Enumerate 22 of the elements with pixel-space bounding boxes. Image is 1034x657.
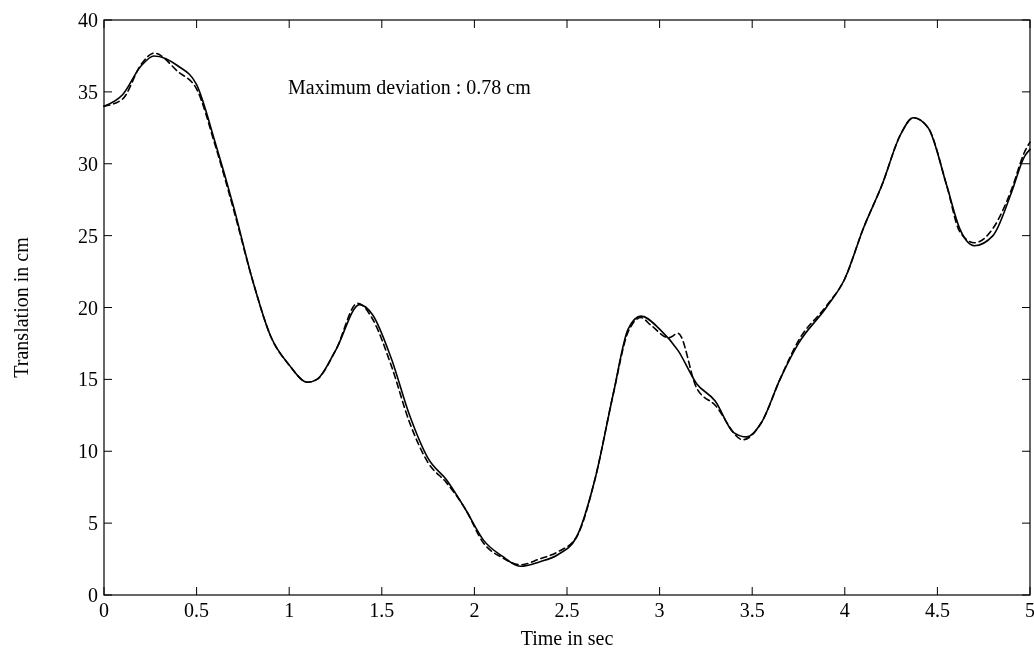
x-tick-label: 2.5 [554,599,580,621]
y-axis-title: Translation in cm [10,236,32,378]
y-tick-label: 30 [78,152,98,175]
x-tick-label: 1.5 [369,599,395,621]
y-tick-label: 35 [78,80,98,103]
x-tick-label: 2 [469,599,480,621]
y-tick-label: 5 [88,512,98,535]
x-tick-label: 3 [654,599,665,621]
x-axis-title: Time in sec [520,627,614,649]
y-tick-label: 20 [78,296,98,319]
annotation: Maximum deviation : 0.78 cm [288,76,532,98]
x-tick-label: 0.5 [184,599,210,621]
x-tick-label: 4 [839,599,850,621]
x-tick-label: 4.5 [924,599,950,621]
x-tick-label: 1 [284,599,295,621]
y-tick-label: 15 [78,368,98,391]
x-tick-label: 5 [1025,599,1034,621]
y-tick-label: 0 [88,584,98,606]
y-tick-label: 10 [78,440,98,463]
x-tick-label: 3.5 [739,599,765,621]
y-tick-label: 40 [78,9,98,31]
y-tick-label: 25 [78,224,98,247]
